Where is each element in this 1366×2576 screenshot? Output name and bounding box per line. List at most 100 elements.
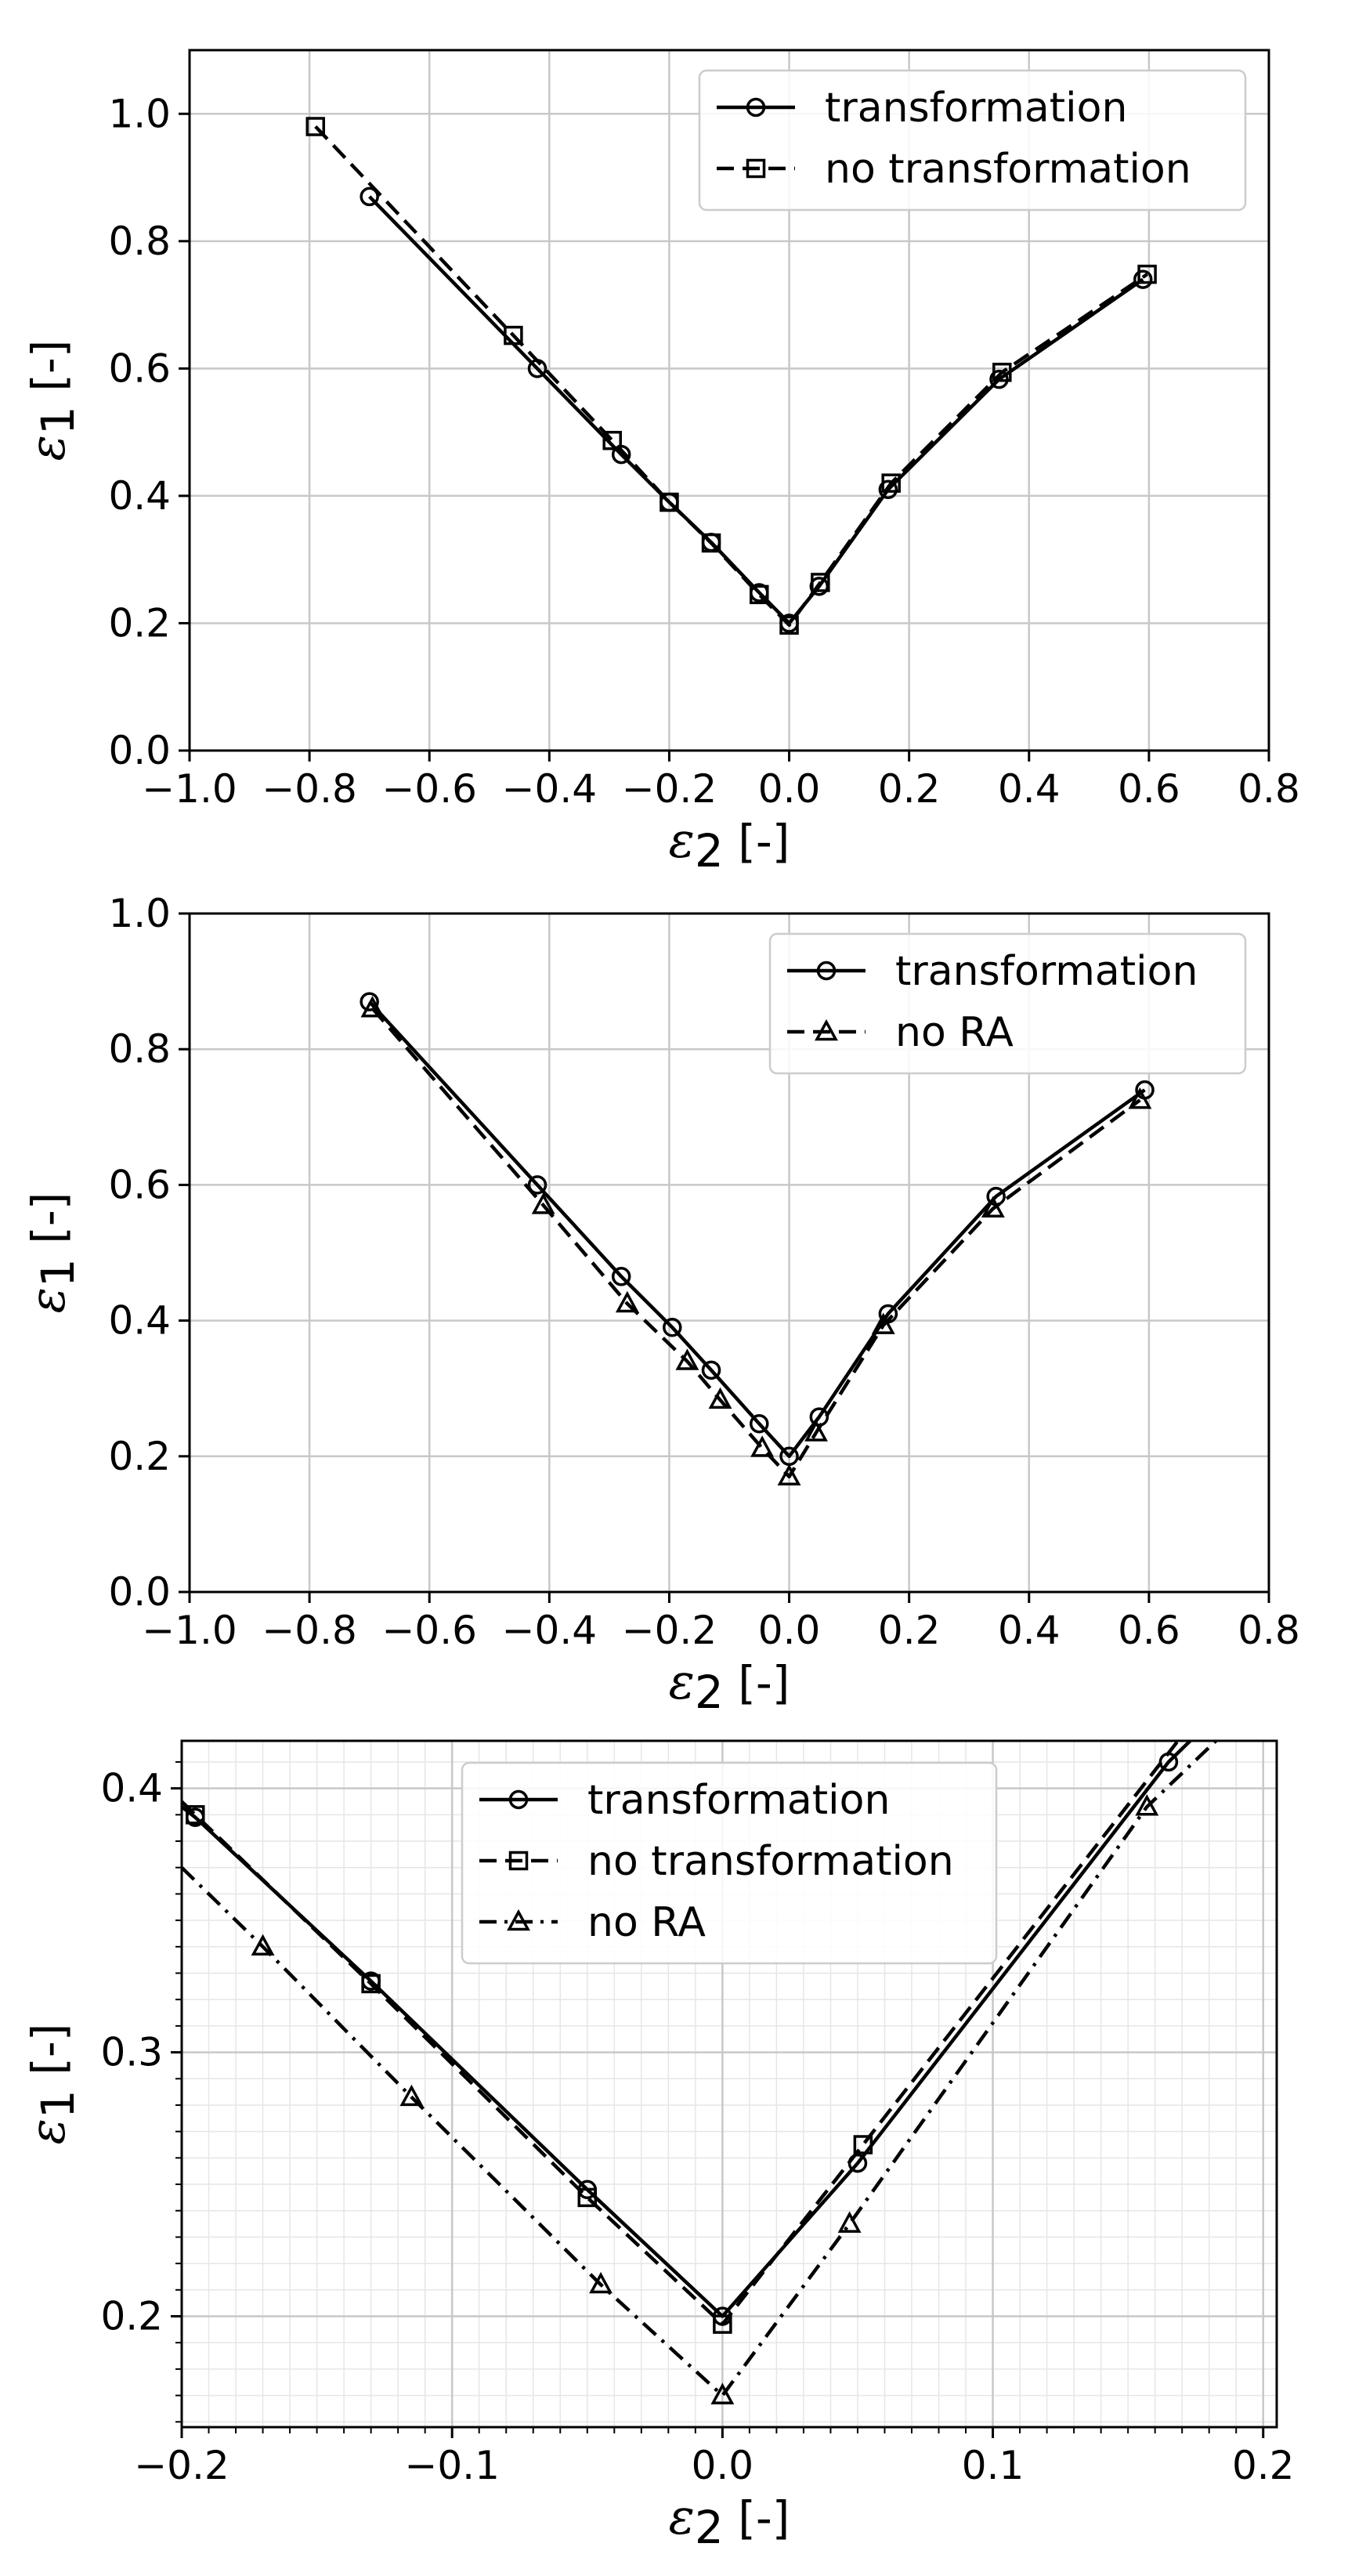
y-tick-label: 0.6: [108, 1162, 171, 1207]
data-point-circle: [360, 992, 379, 1011]
data-point-square: [881, 473, 901, 493]
plot-area: [360, 992, 1155, 1486]
data-point-circle: [878, 479, 898, 500]
data-point-triangle: [750, 1435, 775, 1457]
plot-area: [305, 117, 1157, 635]
x-tick-label: 0.0: [692, 2443, 754, 2488]
data-point-circle: [750, 1413, 769, 1434]
data-point-triangle: [399, 2084, 424, 2107]
y-tick-label: 0.4: [100, 1766, 163, 1811]
data-point-circle: [701, 1360, 721, 1380]
x-tick-label: 0.6: [1118, 1608, 1180, 1653]
legend-marker-triangle: [507, 1908, 530, 1931]
data-point-square: [750, 584, 769, 605]
x-tick-label: −1.0: [142, 1608, 237, 1653]
x-tick-label: −1.0: [142, 766, 237, 812]
data-point-triangle: [360, 996, 385, 1018]
x-tick-label: −0.6: [382, 766, 477, 812]
axes-frame: [180, 1739, 1278, 2429]
legend: transformation no transformation no RA: [461, 1761, 998, 1965]
data-point-square: [186, 1805, 205, 1825]
y-tick-label: 0.2: [108, 1434, 171, 1479]
x-axis-label: ε2 [-]: [669, 812, 790, 877]
data-point-square: [701, 533, 721, 553]
axes-frame: [188, 49, 1270, 752]
x-axis-label: ε2 [-]: [669, 1653, 790, 1719]
data-point-triangle: [531, 1192, 555, 1214]
x-tick-label: 0.4: [998, 766, 1061, 812]
y-tick-label: 0.0: [108, 728, 171, 773]
legend-box: [768, 932, 1247, 1075]
legend-marker-square: [508, 1851, 529, 1871]
series-line-3: [182, 1741, 1219, 2397]
data-point-square: [577, 2187, 598, 2208]
y-axis-label: ε1 [-]: [19, 2024, 85, 2145]
data-point-triangle: [981, 1196, 1005, 1217]
data-point-square: [992, 362, 1012, 382]
x-tick-label: −0.8: [262, 766, 356, 812]
x-tick-label: −0.6: [382, 1608, 477, 1653]
y-tick-label: 0.8: [108, 219, 171, 264]
chart-panel-1: −1.0 −0.8 −0.6 −0.4 −0.2 0.0 0.2 0.4 0.6 0.8 0.0 0.…: [19, 49, 1300, 877]
x-tick-label: 0.2: [878, 1608, 941, 1653]
data-point-circle: [360, 186, 379, 207]
x-tick-label: 0.1: [962, 2443, 1024, 2488]
x-tick-label: 0.0: [758, 1608, 821, 1653]
data-point-square: [361, 1974, 381, 1994]
data-point-triangle: [1128, 1087, 1152, 1109]
data-point-square: [779, 615, 799, 635]
data-point-circle: [527, 1175, 547, 1195]
x-tick-label: 0.4: [998, 1608, 1061, 1653]
data-point-circle: [611, 1267, 631, 1286]
chart-panel-2: −1.0 −0.8 −0.6 −0.4 −0.2 0.0 0.2 0.4 0.6 0.8 0.0 0.…: [19, 891, 1300, 1719]
x-tick-label: 0.8: [1238, 766, 1300, 812]
x-tick-label: 0.0: [758, 766, 821, 812]
data-point-circle: [1133, 270, 1153, 289]
x-tick-label: −0.4: [502, 766, 597, 812]
legend-box: [698, 69, 1247, 212]
data-point-triangle: [804, 1420, 828, 1442]
legend-label: transformation: [895, 948, 1198, 995]
data-point-square: [602, 430, 622, 450]
x-tick-label: 0.2: [878, 766, 941, 812]
x-tick-label: 0.6: [1118, 766, 1180, 812]
series-line-2: [370, 1007, 1141, 1479]
y-tick-label: 0.8: [108, 1026, 171, 1072]
series-line-1: [368, 195, 1144, 625]
data-point-triangle: [708, 1387, 732, 1409]
legend-box: [461, 1761, 998, 1965]
legend-label: transformation: [825, 85, 1127, 132]
data-point-triangle: [675, 1348, 699, 1370]
data-point-triangle: [710, 2382, 735, 2404]
x-axis-label: ε2 [-]: [669, 2488, 790, 2554]
y-tick-label: 0.3: [100, 2030, 163, 2075]
legend-label: no RA: [895, 1009, 1014, 1056]
data-point-triangle: [589, 2271, 613, 2294]
legend: transformation no transformation: [698, 69, 1247, 212]
data-point-square: [305, 117, 326, 136]
data-point-triangle: [615, 1290, 639, 1313]
x-tick-label: −0.2: [622, 1608, 717, 1653]
legend-marker-circle: [746, 97, 766, 118]
legend-label: no transformation: [825, 146, 1191, 193]
x-tick-label: −0.4: [502, 1608, 597, 1653]
legend-label: transformation: [587, 1777, 890, 1824]
legend-marker-triangle: [815, 1018, 838, 1041]
legend-marker-square: [746, 158, 766, 179]
data-point-square: [713, 2314, 732, 2334]
data-point-triangle: [777, 1463, 801, 1486]
data-point-triangle: [251, 1934, 275, 1956]
legend-label: no transformation: [587, 1838, 954, 1885]
data-point-square: [504, 325, 523, 346]
x-tick-label: 0.2: [1232, 2443, 1295, 2488]
chart-panel-3: −0.2 −0.1 0.0 0.1 0.2 0.2 0.3 0.4 ε2 [-] ε1 [-] tr…: [19, 1739, 1295, 2554]
legend: transformation no RA: [768, 932, 1247, 1075]
data-point-square: [1137, 264, 1157, 284]
y-tick-label: 0.4: [108, 1298, 171, 1344]
data-point-triangle: [1135, 1794, 1159, 1816]
y-tick-label: 0.0: [108, 1569, 171, 1615]
axes-frame: [188, 912, 1270, 1594]
x-tick-label: 0.8: [1238, 1608, 1300, 1653]
chart-panels: −1.0 −0.8 −0.6 −0.4 −0.2 0.0 0.2 0.4 0.6 0.8 0.0 0.…: [19, 49, 1300, 2554]
